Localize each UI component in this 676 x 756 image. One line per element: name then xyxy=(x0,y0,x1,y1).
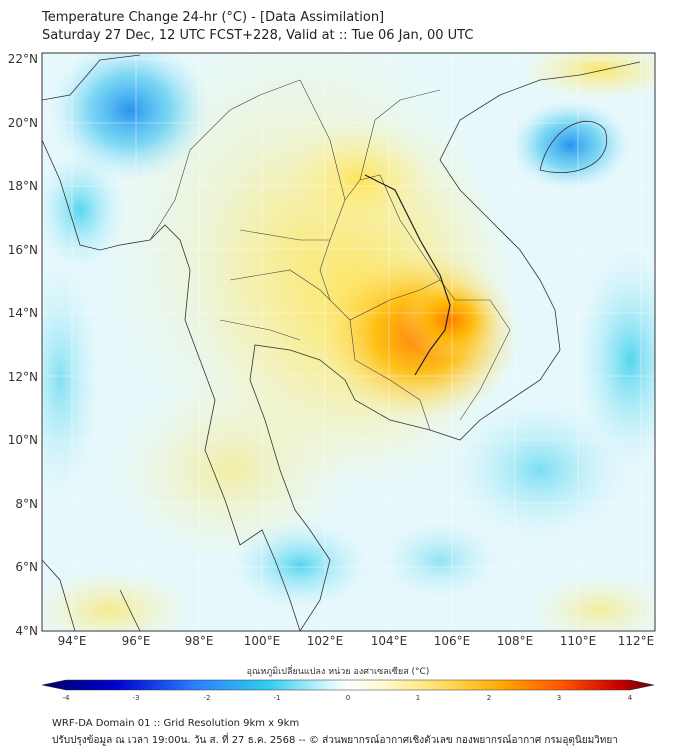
colorbar-label: อุณหภูมิเปลี่ยนแปลง หน่วย องศาเซลเซียส (… xyxy=(246,667,430,677)
lon-label: 108°E xyxy=(497,634,534,648)
lat-label: 6°N xyxy=(15,560,38,574)
lon-label: 94°E xyxy=(58,634,87,648)
graticule xyxy=(42,53,655,631)
colorbar-tick: 0 xyxy=(346,694,350,702)
lat-label: 14°N xyxy=(8,306,38,320)
lon-label: 104°E xyxy=(371,634,408,648)
temperature-field xyxy=(42,53,655,631)
colorbar-bar xyxy=(41,679,655,691)
coastlines xyxy=(42,54,641,631)
colorbar-tick: 2 xyxy=(487,694,491,702)
colorbar-tick: -3 xyxy=(133,694,140,702)
lon-label: 106°E xyxy=(434,634,471,648)
lat-label: 18°N xyxy=(8,179,38,193)
lon-label: 96°E xyxy=(122,634,151,648)
lat-label: 20°N xyxy=(8,116,38,130)
country-borders xyxy=(149,79,511,431)
lat-label: 12°N xyxy=(8,370,38,384)
map-subtitle: Saturday 27 Dec, 12 UTC FCST+228, Valid … xyxy=(42,28,474,43)
lon-label: 98°E xyxy=(185,634,214,648)
colorbar-tick: -1 xyxy=(274,694,281,702)
footer-resolution: WRF-DA Domain 01 :: Grid Resolution 9km … xyxy=(52,718,300,729)
lat-label: 8°N xyxy=(15,497,38,511)
lat-label: 10°N xyxy=(8,433,38,447)
lat-label: 4°N xyxy=(15,624,38,638)
colorbar: -4 -3 -2 -1 0 1 2 3 4 xyxy=(41,679,655,702)
map-title: Temperature Change 24-hr (°C) - [Data As… xyxy=(42,10,385,25)
colorbar-tick: 1 xyxy=(416,694,420,702)
lon-label: 110°E xyxy=(560,634,597,648)
colorbar-tick: 4 xyxy=(628,694,633,702)
colorbar-tick: 3 xyxy=(557,694,561,702)
colorbar-tick: -2 xyxy=(204,694,211,702)
lon-label: 112°E xyxy=(618,634,655,648)
plot-frame xyxy=(41,52,656,632)
colorbar-tick: -4 xyxy=(63,694,71,702)
footer-credit: ปรับปรุงข้อมูล ณ เวลา 19:00น. วัน ส. ที่… xyxy=(52,735,618,746)
lon-label: 100°E xyxy=(244,634,281,648)
lon-label: 102°E xyxy=(307,634,344,648)
lat-label: 16°N xyxy=(8,243,38,257)
lat-label: 22°N xyxy=(8,52,38,66)
mekong-river xyxy=(364,174,451,376)
